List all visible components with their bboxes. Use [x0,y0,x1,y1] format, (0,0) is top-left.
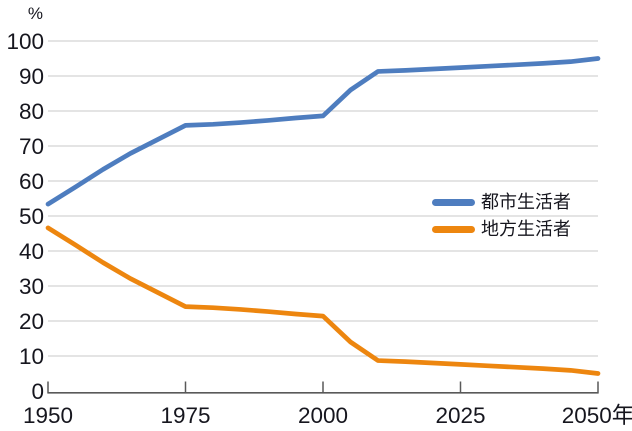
x-axis [47,381,599,394]
legend-swatch-urban-icon [432,198,475,206]
y-tick-label: 30 [19,274,44,299]
series-lines [45,56,601,376]
x-axis-labels: 1950 1975 2000 2025 2050年 [23,403,632,428]
x-tick-label: 2000 [298,403,348,428]
y-tick-label: 100 [6,29,44,54]
legend-item-rural: 地方生活者 [432,218,571,240]
series-line-rural [45,225,601,376]
y-tick-label: 70 [19,134,44,159]
y-tick-label: 90 [19,64,44,89]
y-tick-label: 50 [19,204,44,229]
x-tick-label: 2025 [435,403,485,428]
legend-item-urban: 都市生活者 [432,191,571,213]
legend: 都市生活者 地方生活者 [432,191,571,240]
legend-label-rural: 地方生活者 [481,219,571,239]
y-axis-unit-label: % [28,4,43,23]
legend-swatch-rural-icon [432,225,475,233]
x-tick-label: 1950 [23,403,73,428]
y-tick-label: 20 [19,309,44,334]
legend-label-urban: 都市生活者 [481,192,571,212]
gridlines [48,40,598,357]
series-line-urban [45,56,601,207]
y-tick-label: 40 [19,239,44,264]
y-tick-label: 10 [19,344,44,369]
y-axis-labels: 0 10 20 30 40 50 60 70 80 90 100 [6,29,44,404]
x-tick-label: 1975 [160,403,210,428]
x-tick-label: 2050年 [562,403,632,428]
y-tick-label: 60 [19,169,44,194]
y-tick-label: 80 [19,99,44,124]
y-tick-label: 0 [31,379,44,404]
